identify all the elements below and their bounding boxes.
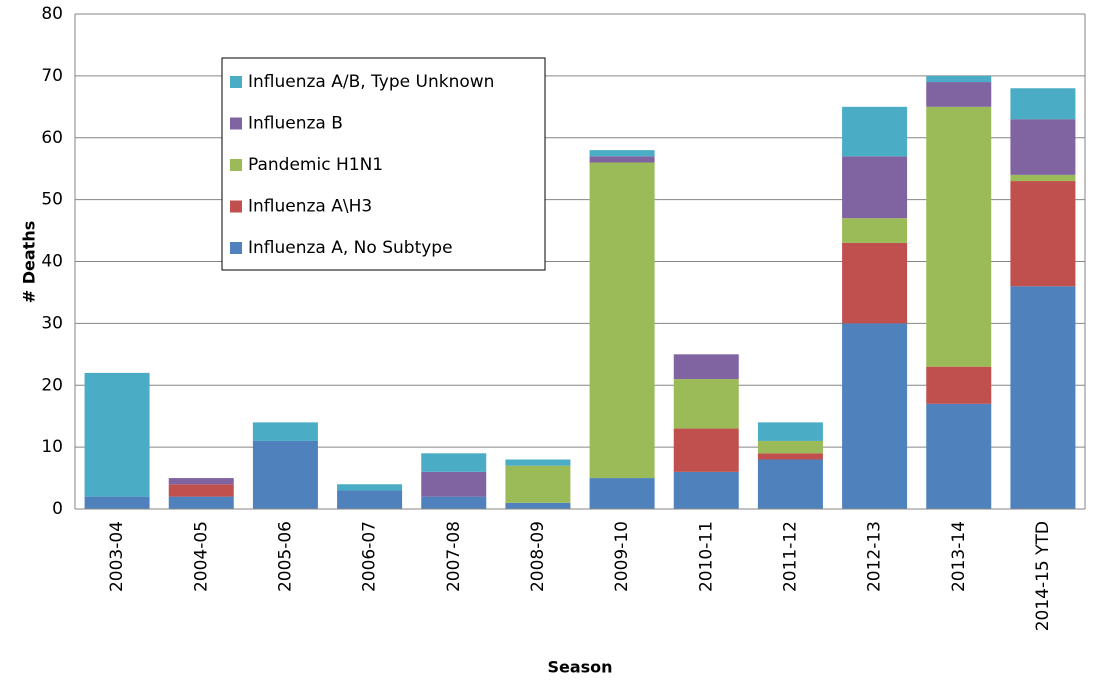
- x-tick-label: 2007-08: [444, 521, 464, 592]
- bar-segment: [1010, 174, 1076, 182]
- y-tick-label: 70: [41, 66, 63, 86]
- bar-segment: [168, 484, 234, 497]
- bar-segment: [84, 496, 150, 509]
- x-tick-label: 2008-09: [528, 521, 548, 592]
- bar-segment: [673, 379, 739, 429]
- bar-segment: [589, 162, 655, 479]
- bar-segment: [1010, 88, 1076, 120]
- x-tick-label: 2012-13: [865, 521, 885, 592]
- legend-label: Influenza A/B, Type Unknown: [248, 72, 494, 92]
- legend-label: Influenza B: [248, 114, 343, 134]
- x-tick-label: 2013-14: [949, 521, 969, 592]
- x-tick-label: 2003-04: [107, 521, 127, 592]
- bar-segment: [84, 372, 150, 497]
- bar-segment: [757, 422, 823, 441]
- x-tick-label: 2010-11: [696, 521, 716, 592]
- bar-segment: [505, 459, 571, 466]
- bar-segment: [673, 428, 739, 472]
- bar-segment: [926, 403, 992, 509]
- bar-segment: [505, 502, 571, 509]
- y-tick-label: 20: [41, 375, 63, 395]
- legend-label: Influenza A\H3: [248, 197, 372, 217]
- bar-segment: [842, 218, 908, 243]
- x-tick-label: 2011-12: [780, 521, 800, 592]
- bar-segment: [168, 496, 234, 509]
- bar-segment: [337, 484, 403, 491]
- y-tick-label: 80: [41, 4, 63, 24]
- bar-segment: [421, 471, 487, 497]
- bar-segment: [842, 323, 908, 509]
- bar-segment: [252, 440, 318, 509]
- y-tick-label: 0: [52, 499, 63, 519]
- bar-segment: [757, 459, 823, 509]
- legend-label: Pandemic H1N1: [248, 155, 383, 175]
- bar-segment: [421, 496, 487, 509]
- bar-segment: [842, 242, 908, 324]
- bar-segment: [337, 490, 403, 509]
- legend-box: [221, 57, 546, 271]
- bar-segment: [505, 465, 571, 503]
- bar-segment: [421, 453, 487, 472]
- y-axis-title: # Deaths: [20, 221, 39, 303]
- bar-segment: [926, 106, 992, 367]
- x-tick-label: 2005-06: [275, 521, 295, 592]
- y-tick-label: 50: [41, 190, 63, 210]
- bar-segment: [757, 453, 823, 460]
- bar-segment: [589, 156, 655, 163]
- y-tick-label: 40: [41, 252, 63, 272]
- bar-segment: [842, 156, 908, 219]
- bar-segment: [842, 106, 908, 157]
- x-tick-label: 2006-07: [360, 521, 380, 592]
- y-tick-label: 60: [41, 128, 63, 148]
- legend-swatch: [230, 242, 242, 254]
- x-tick-label: 2004-05: [191, 521, 211, 592]
- legend-swatch: [230, 76, 242, 88]
- bar-segment: [168, 478, 234, 485]
- legend-swatch: [230, 159, 242, 171]
- legend-label: Influenza A, No Subtype: [248, 238, 453, 258]
- bar-segment: [252, 422, 318, 441]
- x-axis-title: Season: [547, 658, 612, 677]
- bar-segment: [673, 471, 739, 509]
- y-tick-label: 10: [41, 437, 63, 457]
- bar-segment: [1010, 181, 1076, 287]
- legend-swatch: [230, 200, 242, 213]
- bar-segment: [589, 478, 655, 509]
- legend-swatch: [230, 117, 242, 130]
- bar-segment: [1010, 119, 1076, 175]
- bar-segment: [926, 75, 992, 83]
- bar-segment: [589, 150, 655, 157]
- bar-segment: [673, 354, 739, 380]
- x-tick-label: 2009-10: [612, 521, 632, 592]
- bar-segment: [926, 82, 992, 107]
- y-tick-label: 30: [41, 313, 63, 333]
- bar-segment: [757, 440, 823, 454]
- bar-segment: [926, 366, 992, 404]
- bar-segment: [1010, 286, 1076, 509]
- x-tick-label: 2014-15 YTD: [1033, 521, 1053, 631]
